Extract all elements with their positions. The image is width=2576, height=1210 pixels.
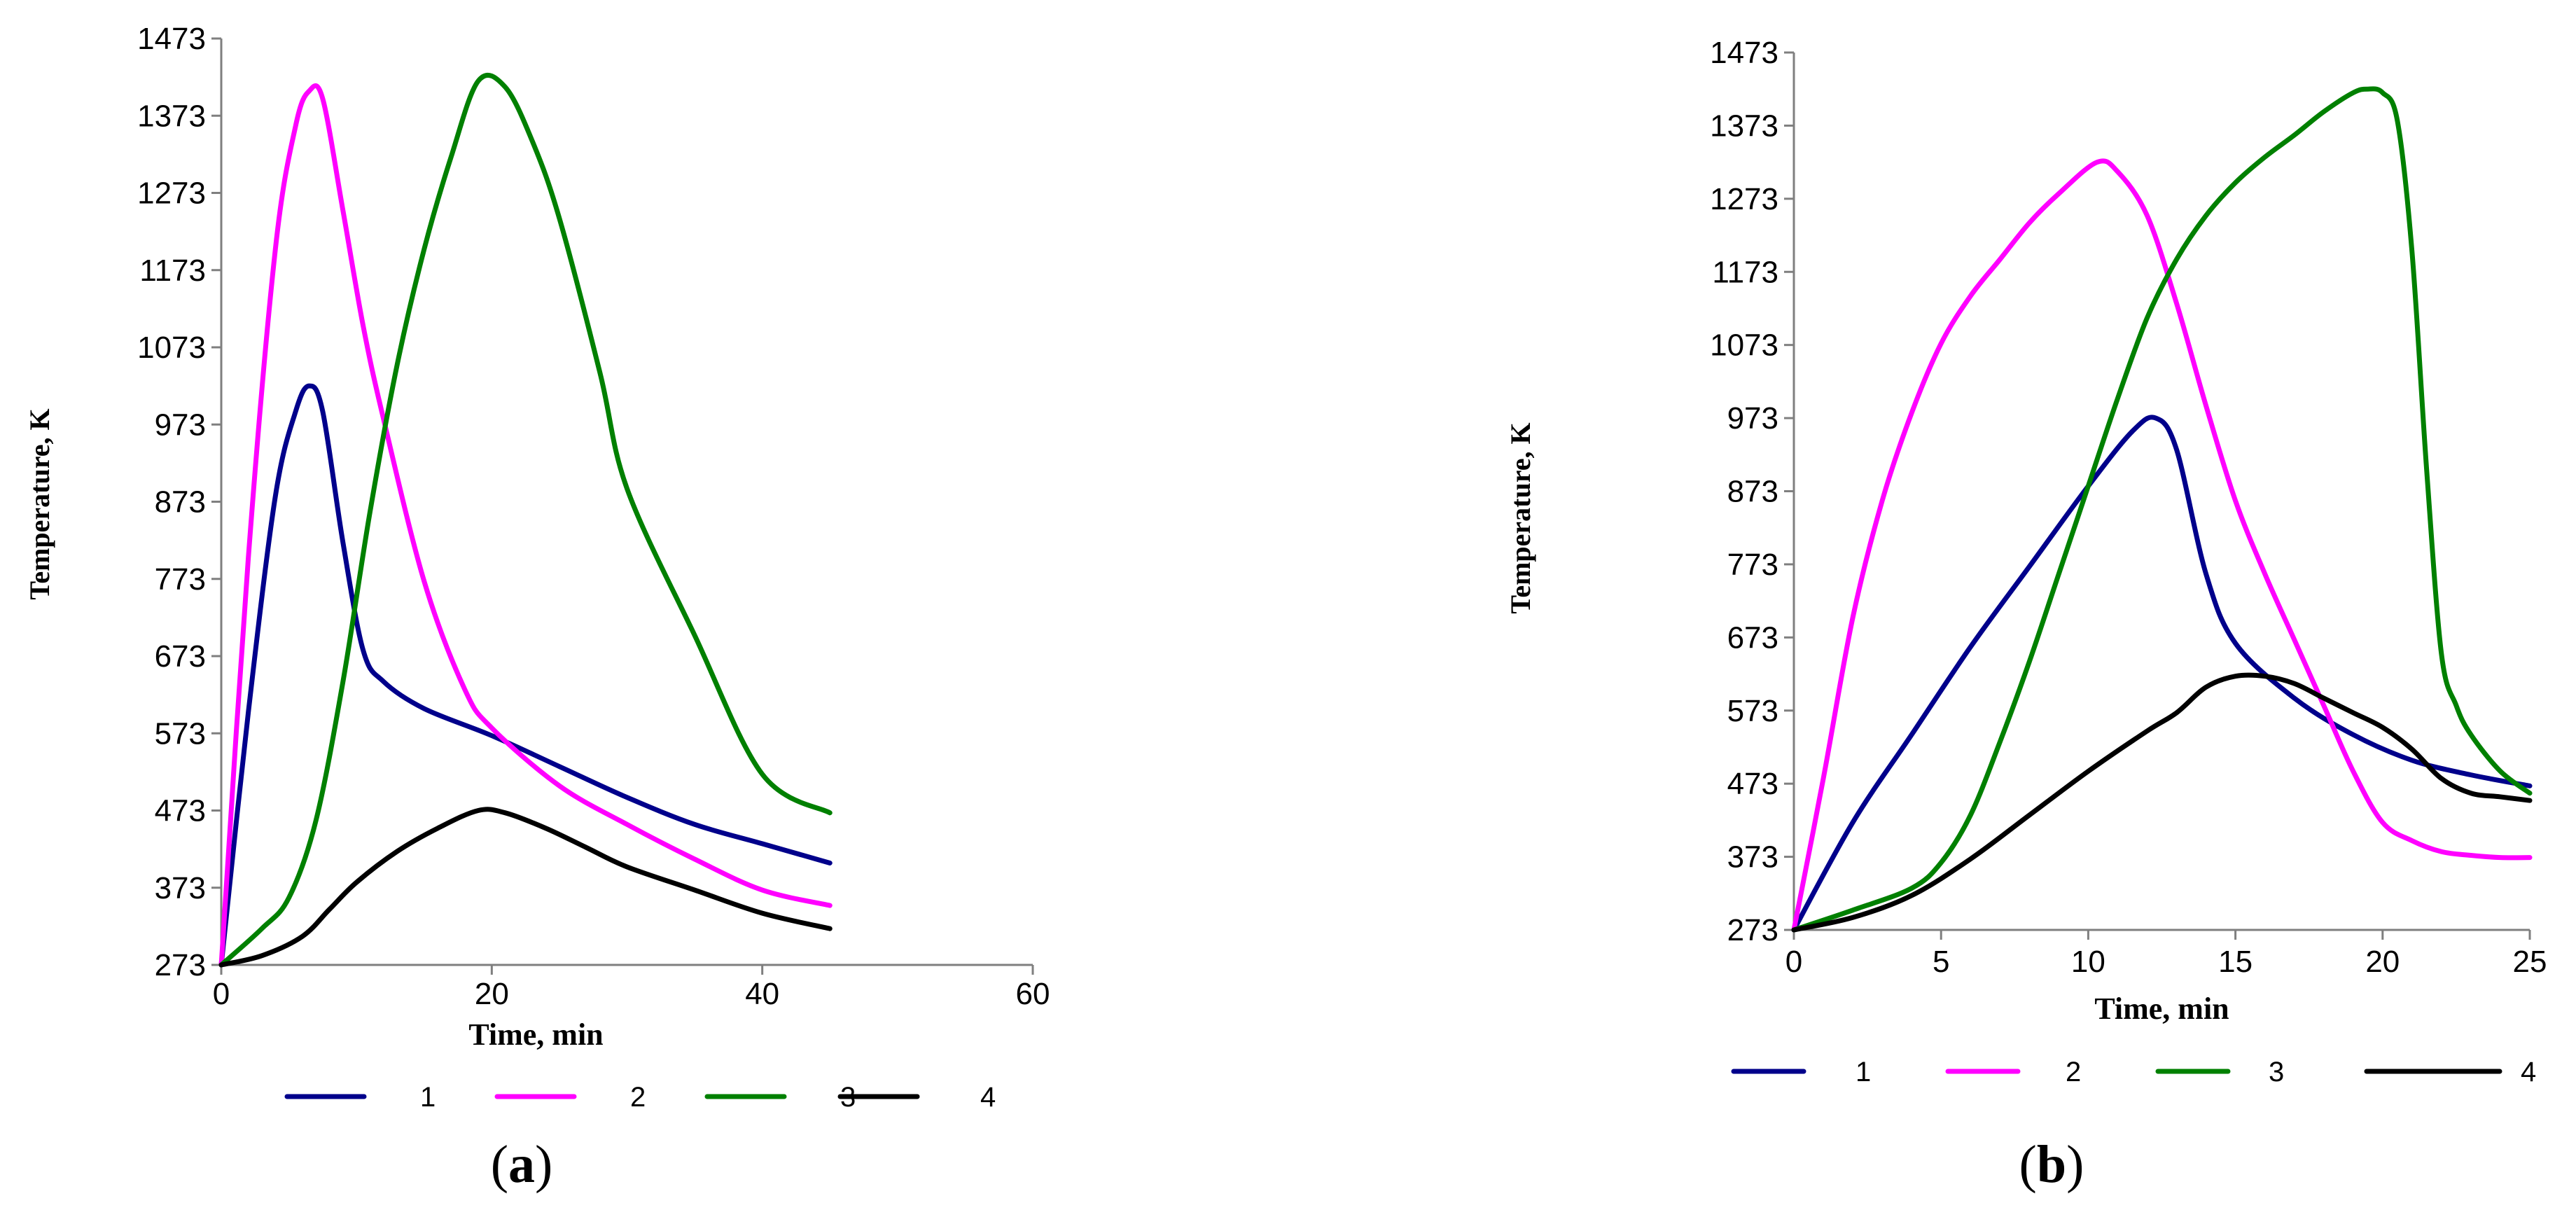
series-line-1 (218, 383, 833, 968)
x-tick-label: 15 (2218, 945, 2253, 979)
chart-panel-a: 273 373 473 573 673 773 873 973 1073 1173 1273 1373… (24, 22, 1050, 1194)
series-line-2 (218, 83, 833, 968)
panel-label-close-paren: ) (535, 1135, 552, 1194)
y-tick-label: 1173 (139, 253, 206, 288)
y-axis-title: Temperature, K (1505, 422, 1536, 613)
panel-letter: b (2037, 1135, 2066, 1194)
legend-label-1: 1 (1856, 1057, 1871, 1087)
legend-label-2: 2 (630, 1082, 646, 1113)
series-line-3 (1791, 86, 2533, 933)
y-tick-label: 473 (1727, 767, 1778, 801)
legend-label-1: 1 (420, 1082, 436, 1113)
legend-label-4: 4 (980, 1082, 996, 1113)
panel-label: (b) (2019, 1135, 2084, 1194)
panel-label-close-paren: ) (2066, 1135, 2084, 1194)
x-tick-label: 0 (213, 977, 230, 1011)
x-tick-label: 0 (1785, 945, 1802, 979)
y-tick-label: 773 (155, 562, 206, 597)
legend-label-2: 2 (2066, 1057, 2081, 1087)
x-tick-label: 60 (1016, 977, 1050, 1011)
legend-label-3: 3 (2269, 1057, 2284, 1087)
series-line-4 (218, 807, 833, 968)
y-axis-title: Temperature, K (24, 408, 55, 599)
y-tick-label: 773 (1727, 548, 1778, 582)
y-tick-label: 373 (1727, 840, 1778, 875)
y-tick-label: 1373 (1710, 109, 1778, 143)
y-tick-label: 373 (155, 871, 206, 905)
y-tick-label: 1273 (137, 176, 206, 211)
y-tick-label: 273 (155, 948, 206, 982)
x-tick-label: 20 (2365, 945, 2400, 979)
y-tick-label: 673 (155, 639, 206, 674)
y-tick-label: 1473 (137, 22, 206, 56)
x-tick-label: 10 (2071, 945, 2105, 979)
y-tick-label: 873 (155, 485, 206, 520)
series-line-1 (1791, 415, 2533, 933)
x-axis-title: Time, min (468, 1017, 603, 1052)
y-tick-label: 1273 (1710, 182, 1778, 216)
panel-label: (a) (491, 1135, 553, 1194)
y-tick-label: 1373 (137, 99, 206, 133)
y-tick-label: 473 (155, 794, 206, 828)
x-axis-title: Time, min (2094, 992, 2229, 1026)
y-tick-label: 273 (1727, 913, 1778, 947)
y-tick-label: 573 (1727, 694, 1778, 728)
series-line-2 (1791, 158, 2533, 933)
chart-panel-b: 273 373 473 573 673 773 873 973 1073 1173 1273 1373… (1505, 36, 2547, 1194)
series-line-4 (1791, 672, 2533, 933)
x-tick-label: 20 (475, 977, 509, 1011)
y-tick-label: 973 (1727, 401, 1778, 436)
panel-label-open-paren: ( (2019, 1135, 2037, 1194)
x-tick-label: 25 (2513, 945, 2547, 979)
y-tick-label: 973 (155, 408, 206, 442)
series-line-3 (218, 72, 833, 968)
y-tick-label: 1473 (1710, 36, 1778, 70)
x-tick-label: 40 (745, 977, 779, 1011)
y-tick-label: 573 (155, 716, 206, 751)
panel-letter: a (508, 1135, 535, 1194)
y-tick-label: 1073 (1710, 328, 1778, 363)
y-tick-label: 1173 (1712, 255, 1778, 289)
y-tick-label: 1073 (137, 331, 206, 365)
legend-label-4: 4 (2521, 1057, 2536, 1087)
x-tick-label: 5 (1933, 945, 1949, 979)
y-tick-label: 873 (1727, 475, 1778, 509)
y-tick-label: 673 (1727, 620, 1778, 655)
panel-label-open-paren: ( (491, 1135, 508, 1194)
